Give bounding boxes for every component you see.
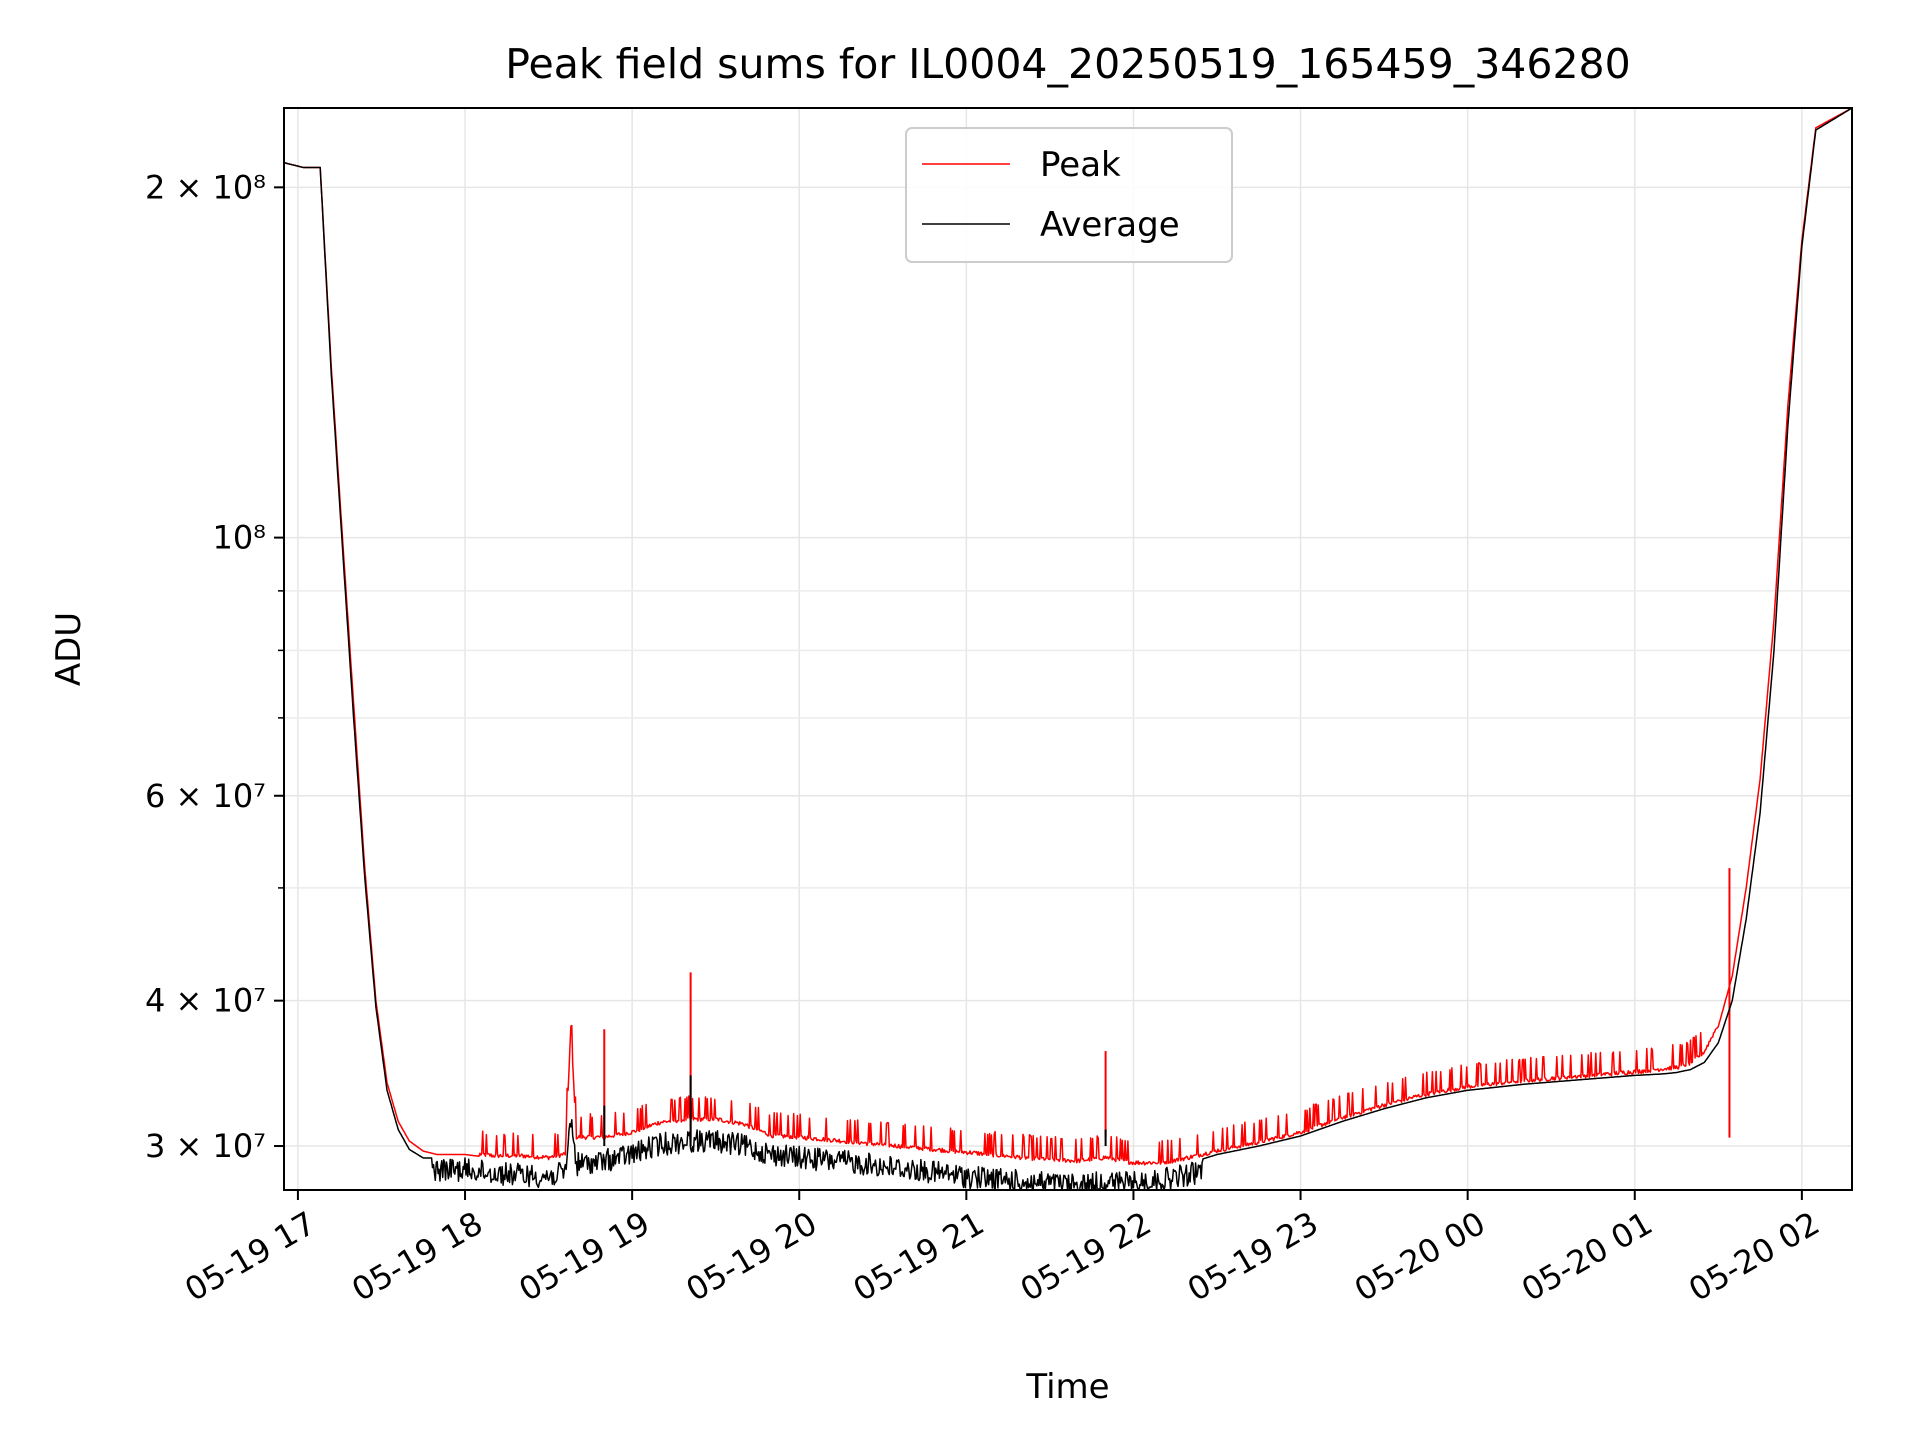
- y-tick-label: 6 × 10⁷: [145, 777, 266, 815]
- y-tick-label: 4 × 10⁷: [145, 982, 266, 1020]
- y-tick-label: 2 × 10⁸: [145, 168, 266, 206]
- y-axis-title: ADU: [49, 612, 89, 686]
- y-tick-label: 10⁸: [212, 519, 266, 557]
- legend: Peak Average: [905, 127, 1233, 263]
- chart-title: Peak field sums for IL0004_20250519_1654…: [505, 40, 1630, 88]
- legend-box: [905, 127, 1233, 263]
- y-tick-label: 3 × 10⁷: [145, 1127, 266, 1165]
- series-lines: [283, 107, 1853, 1191]
- series-line-average: [283, 107, 1853, 1191]
- legend-label-average: Average: [1040, 205, 1180, 245]
- x-axis-title: Time: [1025, 1367, 1109, 1407]
- legend-label-peak: Peak: [1040, 145, 1121, 185]
- series-line-peak: [283, 107, 1853, 1166]
- plot-frame: [283, 107, 1853, 1191]
